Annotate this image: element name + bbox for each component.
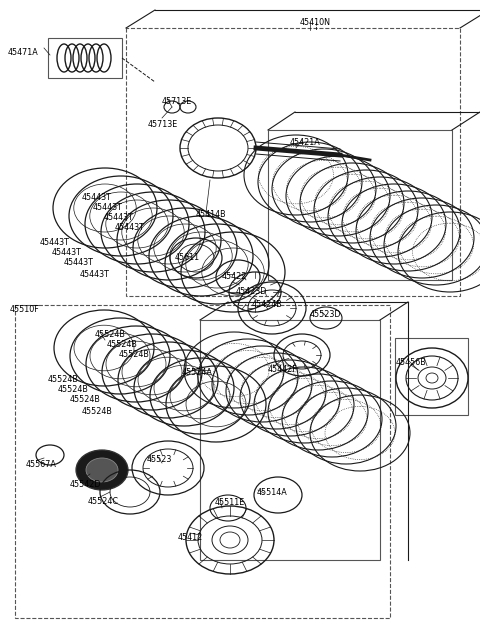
Text: 45414B: 45414B [196,210,227,219]
Text: 45542D: 45542D [70,480,101,489]
Text: 45412: 45412 [178,533,203,542]
Text: 45511E: 45511E [215,498,245,507]
Text: 45424B: 45424B [252,300,283,309]
Text: 45514A: 45514A [257,488,288,497]
Text: 45524B: 45524B [95,330,126,339]
Ellipse shape [86,458,118,482]
Text: 45442F: 45442F [268,365,298,374]
Text: 45410N: 45410N [300,18,331,27]
Text: 45524B: 45524B [107,340,138,349]
Text: 45443T: 45443T [93,203,123,212]
Text: 45524B: 45524B [58,385,89,394]
Text: 45713E: 45713E [162,97,192,106]
Ellipse shape [76,450,128,490]
Text: 45423D: 45423D [236,287,267,296]
Text: 45713E: 45713E [148,120,178,129]
Text: 45524B: 45524B [48,375,79,384]
Text: 45523: 45523 [147,455,172,464]
Text: 45567A: 45567A [26,460,57,469]
Text: 45611: 45611 [175,253,200,262]
Text: 45443T: 45443T [80,270,110,279]
Text: 45524B: 45524B [119,350,150,359]
Text: 45421A: 45421A [290,138,321,147]
Text: 45443T: 45443T [115,223,145,232]
Text: 45524B: 45524B [82,407,113,416]
Text: 45524B: 45524B [70,395,101,404]
Text: 45510F: 45510F [10,305,40,314]
Text: 45471A: 45471A [8,48,39,57]
Text: 45422: 45422 [222,272,247,281]
Text: 45443T: 45443T [82,193,112,202]
Text: 45524C: 45524C [88,497,119,506]
Text: 45443T: 45443T [40,238,70,247]
Text: 45523D: 45523D [310,310,341,319]
Text: 45443T: 45443T [52,248,82,257]
Text: 45443T: 45443T [64,258,94,267]
Text: 45524A: 45524A [182,368,213,377]
Text: 45443T: 45443T [104,213,134,222]
Text: 45456B: 45456B [396,358,427,367]
